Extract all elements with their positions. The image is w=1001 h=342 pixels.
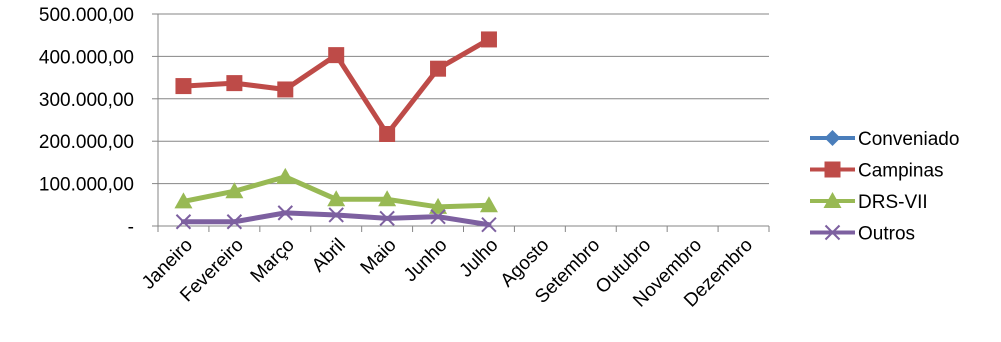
- data-point: [226, 214, 243, 230]
- x-tick-label: Abril: [308, 235, 350, 277]
- data-point-stroke: [175, 214, 192, 230]
- x-tick-label: Julho: [456, 235, 503, 282]
- y-tick-label: 400.000,00: [39, 47, 134, 68]
- data-point-stroke: [824, 224, 841, 241]
- legend: Conveniado Campinas DRS-VII Outros: [810, 129, 959, 245]
- data-point: [328, 207, 344, 223]
- data-point: [378, 190, 397, 207]
- x-tick-label: Maio: [357, 235, 401, 279]
- data-point: [174, 192, 193, 209]
- series-outros: [175, 205, 497, 233]
- y-tick-label: 100.000,00: [39, 175, 134, 196]
- data-point: [824, 161, 841, 178]
- data-point: [225, 182, 244, 199]
- data-point: [277, 81, 294, 98]
- legend-item: DRS-VII: [810, 192, 928, 213]
- data-point: [429, 197, 448, 214]
- data-point: [824, 224, 841, 241]
- data-point: [226, 75, 243, 92]
- data-point-stroke: [481, 217, 497, 233]
- data-point-stroke: [226, 214, 243, 230]
- data-point: [430, 60, 447, 77]
- data-point: [430, 208, 446, 225]
- legend-item: Conveniado: [810, 129, 959, 150]
- data-point: [327, 190, 346, 207]
- legend-label: DRS-VII: [858, 192, 928, 213]
- data-point: [276, 167, 295, 184]
- series-lines: [174, 31, 498, 233]
- data-point: [175, 214, 192, 230]
- x-tick-label: Junho: [400, 235, 451, 286]
- data-point: [480, 31, 497, 48]
- y-axis-tick-labels: - 100.000,00 200.000,00 300.000,00 400.000,0…: [39, 5, 134, 238]
- y-tick-label: 300.000,00: [39, 90, 134, 111]
- legend-label: Outros: [858, 224, 915, 245]
- y-tick-label: 200.000,00: [39, 132, 134, 153]
- data-point-stroke: [277, 205, 293, 221]
- data-point-stroke: [328, 207, 344, 223]
- y-tick-label: 500.000,00: [39, 5, 134, 26]
- axes: [152, 13, 770, 232]
- x-tick-label: Março: [247, 235, 299, 287]
- data-point: [481, 217, 497, 233]
- data-point: [824, 130, 841, 146]
- y-tick-label: -: [128, 217, 134, 238]
- legend-item: Outros: [810, 224, 915, 245]
- data-point: [175, 78, 192, 95]
- data-point-stroke: [379, 210, 395, 227]
- data-point: [277, 205, 293, 221]
- series-campinas: [175, 31, 497, 142]
- legend-label: Campinas: [858, 161, 944, 182]
- data-point: [479, 196, 498, 213]
- data-point: [328, 47, 345, 64]
- legend-item: Campinas: [810, 161, 944, 182]
- gridlines: [158, 13, 769, 185]
- series-drs-vii: [174, 167, 498, 214]
- data-point: [379, 125, 396, 142]
- data-point-stroke: [430, 208, 446, 225]
- data-point: [823, 192, 842, 208]
- data-point: [379, 210, 395, 227]
- legend-label: Conveniado: [858, 129, 959, 150]
